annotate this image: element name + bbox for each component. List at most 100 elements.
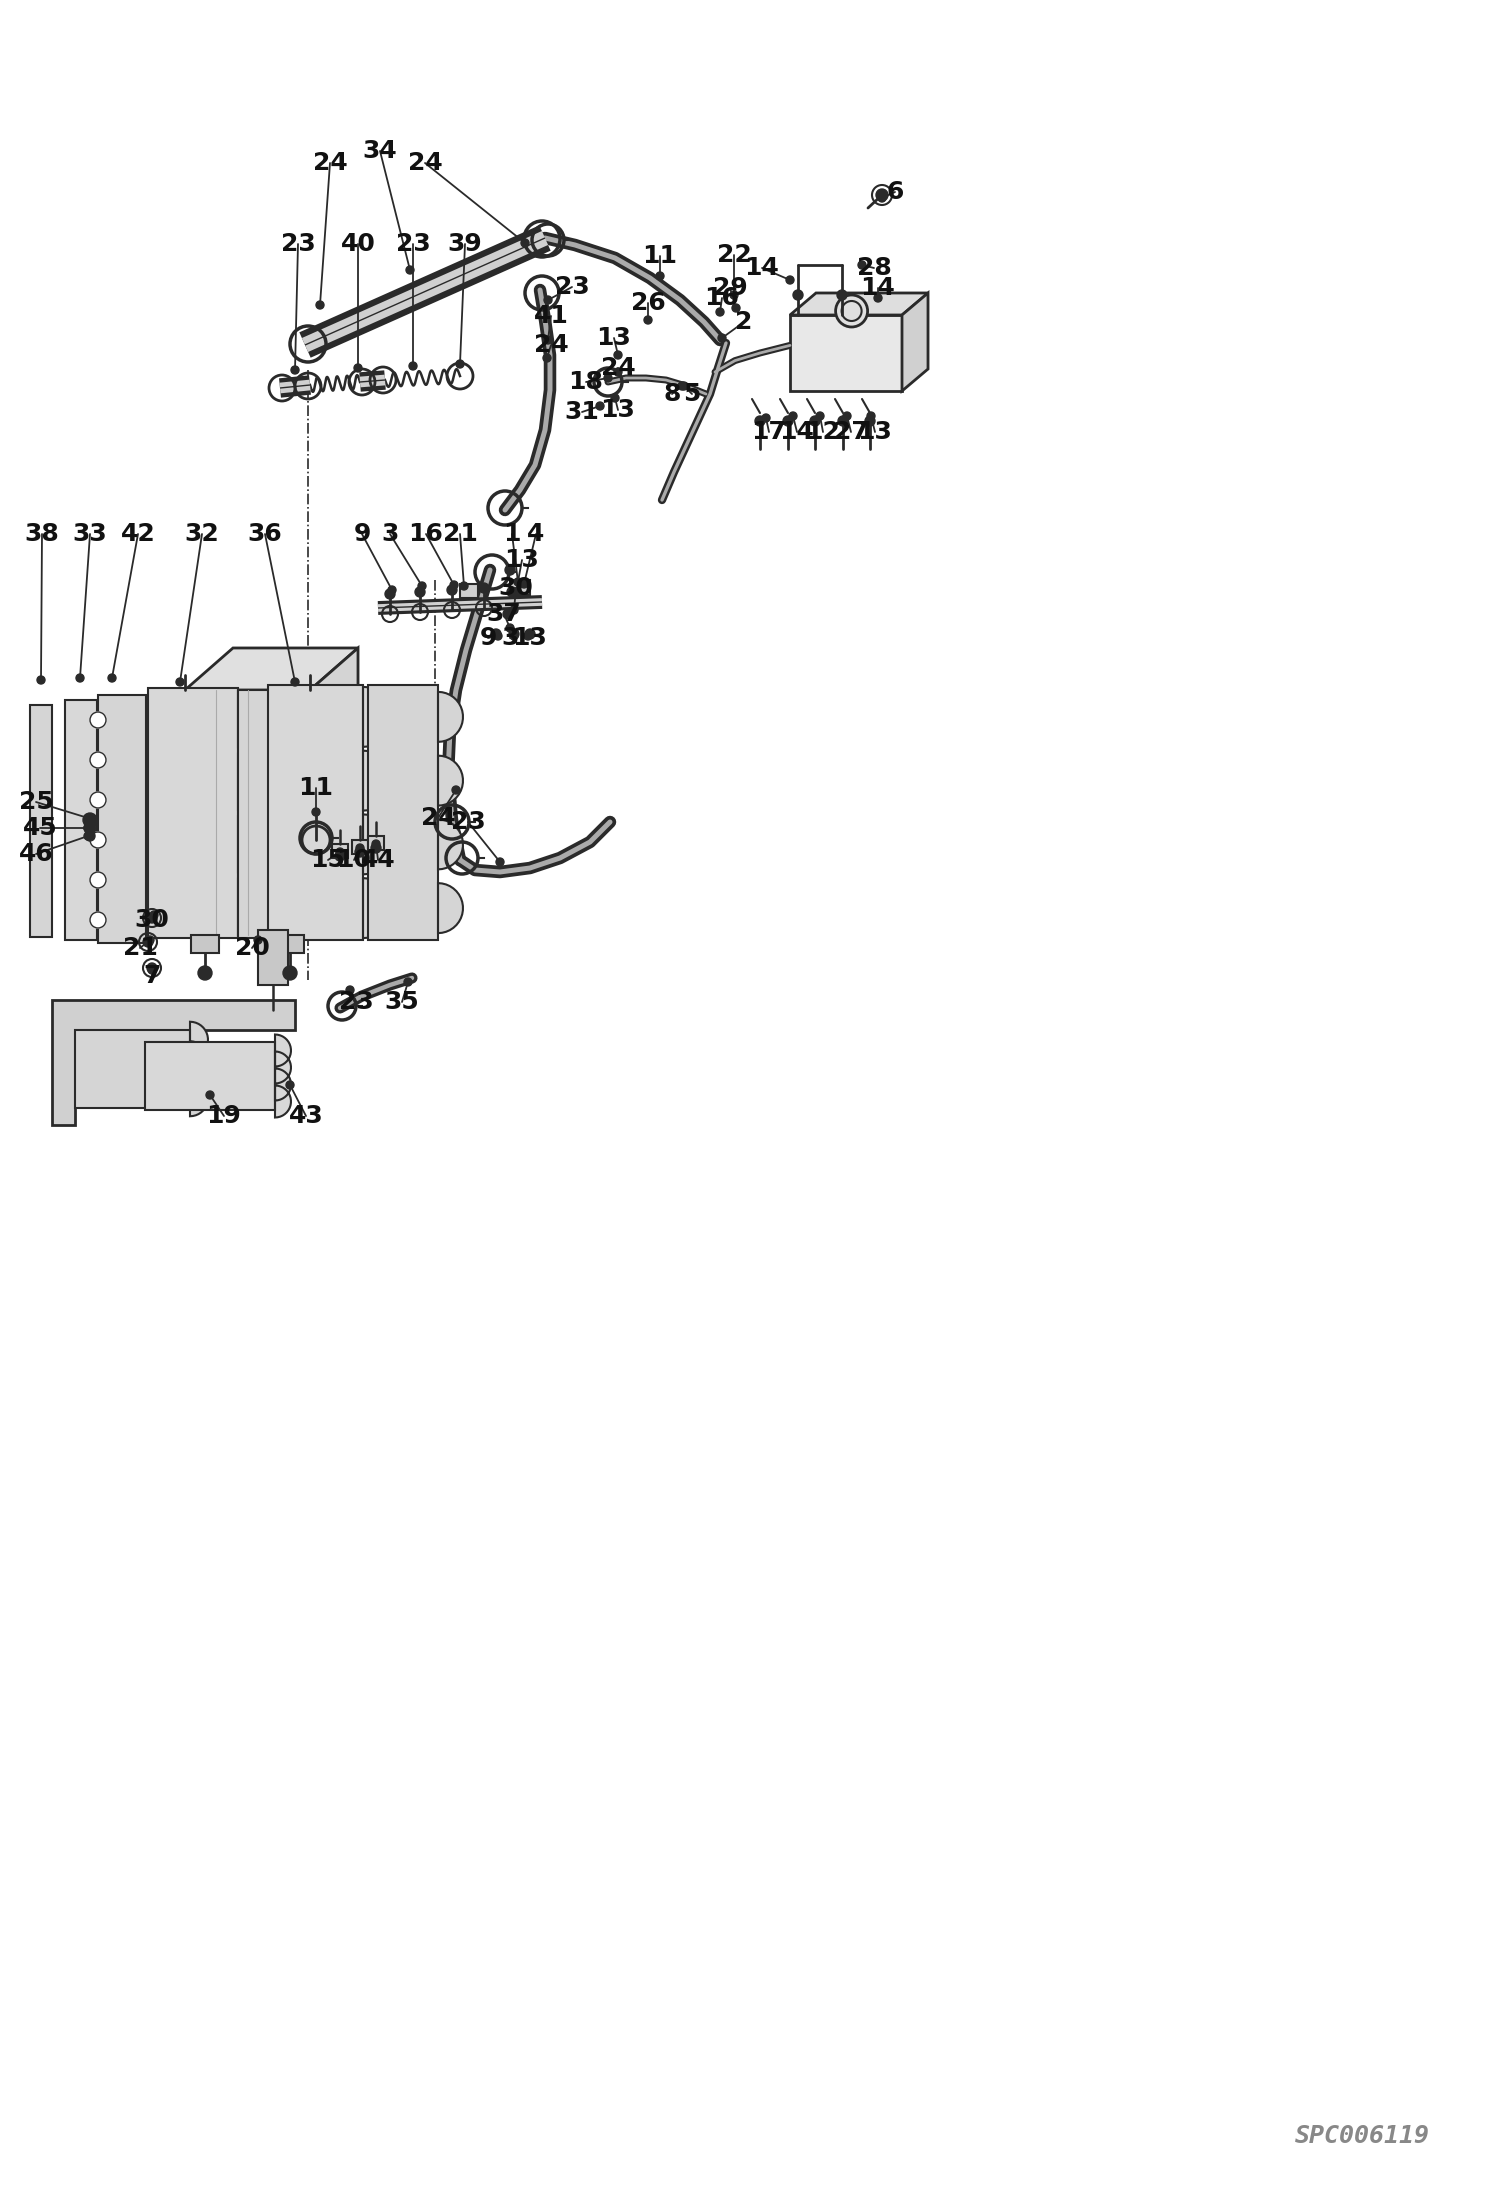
Circle shape <box>843 412 851 419</box>
Circle shape <box>544 296 551 305</box>
Polygon shape <box>184 647 358 689</box>
Circle shape <box>388 586 395 595</box>
Circle shape <box>810 417 819 426</box>
Circle shape <box>286 1082 294 1088</box>
Text: 13: 13 <box>601 397 635 421</box>
Polygon shape <box>148 689 267 939</box>
Circle shape <box>147 963 157 972</box>
Text: 3: 3 <box>502 625 518 649</box>
Text: 16: 16 <box>409 522 443 546</box>
Polygon shape <box>184 689 310 935</box>
Bar <box>789 316 902 391</box>
Circle shape <box>84 832 91 840</box>
Text: 37: 37 <box>487 601 521 625</box>
Circle shape <box>148 965 156 974</box>
Text: 11: 11 <box>643 244 677 268</box>
Polygon shape <box>268 685 392 939</box>
Text: 32: 32 <box>184 522 219 546</box>
Circle shape <box>542 353 551 362</box>
Circle shape <box>418 581 425 590</box>
Circle shape <box>84 814 91 823</box>
Bar <box>276 935 304 952</box>
Text: 3: 3 <box>382 522 398 546</box>
Circle shape <box>520 579 527 588</box>
Text: 26: 26 <box>631 292 665 316</box>
Bar <box>333 845 348 858</box>
Text: 10: 10 <box>337 849 372 871</box>
Circle shape <box>506 588 517 597</box>
Text: 40: 40 <box>340 233 376 257</box>
Text: 43: 43 <box>289 1104 324 1128</box>
Text: 23: 23 <box>339 989 373 1014</box>
Circle shape <box>85 832 94 840</box>
Text: 21: 21 <box>442 522 478 546</box>
Circle shape <box>145 937 154 943</box>
Circle shape <box>837 417 848 426</box>
Circle shape <box>783 417 792 426</box>
Text: 9: 9 <box>479 625 497 649</box>
Circle shape <box>867 412 875 419</box>
Circle shape <box>614 369 622 375</box>
Circle shape <box>372 840 380 849</box>
Text: 34: 34 <box>363 138 397 162</box>
Circle shape <box>786 276 794 283</box>
Circle shape <box>336 851 345 860</box>
Circle shape <box>836 294 867 327</box>
Text: 2: 2 <box>736 309 752 333</box>
Circle shape <box>789 412 797 419</box>
Text: 12: 12 <box>806 419 840 443</box>
Circle shape <box>858 261 866 270</box>
Polygon shape <box>310 647 358 935</box>
Circle shape <box>84 825 91 832</box>
Text: 8: 8 <box>664 382 680 406</box>
Circle shape <box>198 965 213 981</box>
Circle shape <box>76 674 84 682</box>
Circle shape <box>455 360 464 369</box>
Bar <box>192 935 219 952</box>
Circle shape <box>876 189 888 202</box>
Text: 9: 9 <box>354 522 370 546</box>
Circle shape <box>733 305 740 312</box>
Circle shape <box>283 965 297 981</box>
Circle shape <box>84 823 96 834</box>
Circle shape <box>656 272 664 281</box>
Polygon shape <box>145 1036 291 1117</box>
Circle shape <box>512 588 520 597</box>
Text: 16: 16 <box>704 285 740 309</box>
Bar <box>369 836 383 849</box>
Polygon shape <box>234 647 358 893</box>
Text: 7: 7 <box>144 963 160 987</box>
Text: 24: 24 <box>407 151 442 176</box>
Text: 18: 18 <box>569 371 604 395</box>
Text: 13: 13 <box>505 548 539 573</box>
Polygon shape <box>369 685 463 939</box>
Text: 5: 5 <box>683 382 701 406</box>
Circle shape <box>346 985 354 994</box>
Text: 13: 13 <box>512 625 547 649</box>
Circle shape <box>644 316 652 325</box>
Text: 33: 33 <box>72 522 108 546</box>
Circle shape <box>255 937 262 943</box>
Circle shape <box>82 814 97 827</box>
Text: 11: 11 <box>298 777 334 801</box>
Circle shape <box>312 807 321 816</box>
Circle shape <box>864 417 875 426</box>
Circle shape <box>409 362 416 371</box>
Text: 24: 24 <box>533 333 568 358</box>
Circle shape <box>452 785 460 794</box>
Circle shape <box>372 842 380 853</box>
Text: 29: 29 <box>713 276 748 301</box>
Circle shape <box>90 753 106 768</box>
Circle shape <box>521 239 529 248</box>
Circle shape <box>730 292 739 298</box>
Text: 27: 27 <box>833 419 869 443</box>
Bar <box>460 584 478 599</box>
Circle shape <box>496 858 503 867</box>
Text: 1: 1 <box>503 522 521 546</box>
Polygon shape <box>238 689 334 939</box>
Circle shape <box>816 412 824 419</box>
Circle shape <box>147 913 157 924</box>
Circle shape <box>509 632 518 641</box>
Text: 23: 23 <box>395 233 430 257</box>
Circle shape <box>415 588 425 597</box>
